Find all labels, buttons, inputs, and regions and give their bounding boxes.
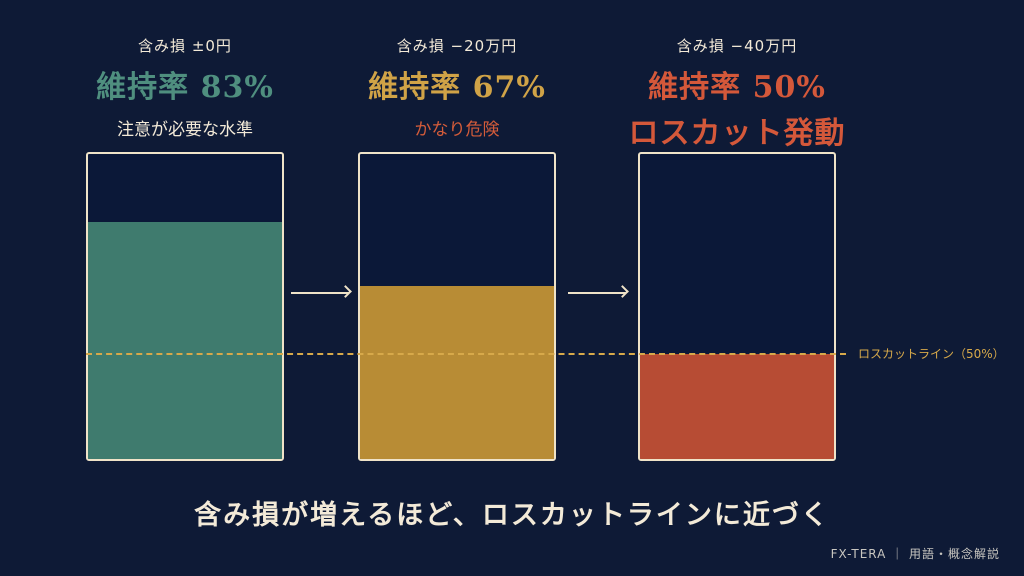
stage-1-rate-label: 維持率 83% — [96, 70, 274, 105]
caption: 含み損が増えるほど、ロスカットラインに近づく — [194, 500, 830, 531]
stage-1-loss-label: 含み損 ±0円 — [138, 37, 232, 55]
arrow-right-icon — [291, 292, 349, 294]
footer-credit: FX-TERA ｜ 用語・概念解説 — [830, 547, 1000, 561]
losscut-label: ロスカットライン（50%） — [858, 347, 1005, 361]
stage-2-fill — [360, 286, 554, 459]
arrow-right-icon — [568, 292, 626, 294]
stage-1-tank — [86, 152, 284, 461]
stage-3-loss-label: 含み損 −40万円 — [676, 37, 798, 55]
stage-1-fill — [88, 222, 282, 459]
stage-2-loss-label: 含み損 −20万円 — [396, 37, 518, 55]
losscut-line — [86, 353, 846, 355]
stage-3-fill — [640, 354, 834, 459]
stage-2-rate-label: 維持率 67% — [368, 70, 546, 105]
stage-3-rate-label: 維持率 50% — [648, 70, 826, 105]
stage-3-note: ロスカット発動 — [628, 116, 846, 151]
stage-3-tank — [638, 152, 836, 461]
stage-1-note: 注意が必要な水準 — [117, 120, 253, 140]
stage-2-note: かなり危険 — [414, 120, 500, 140]
stage-2-tank — [358, 152, 556, 461]
